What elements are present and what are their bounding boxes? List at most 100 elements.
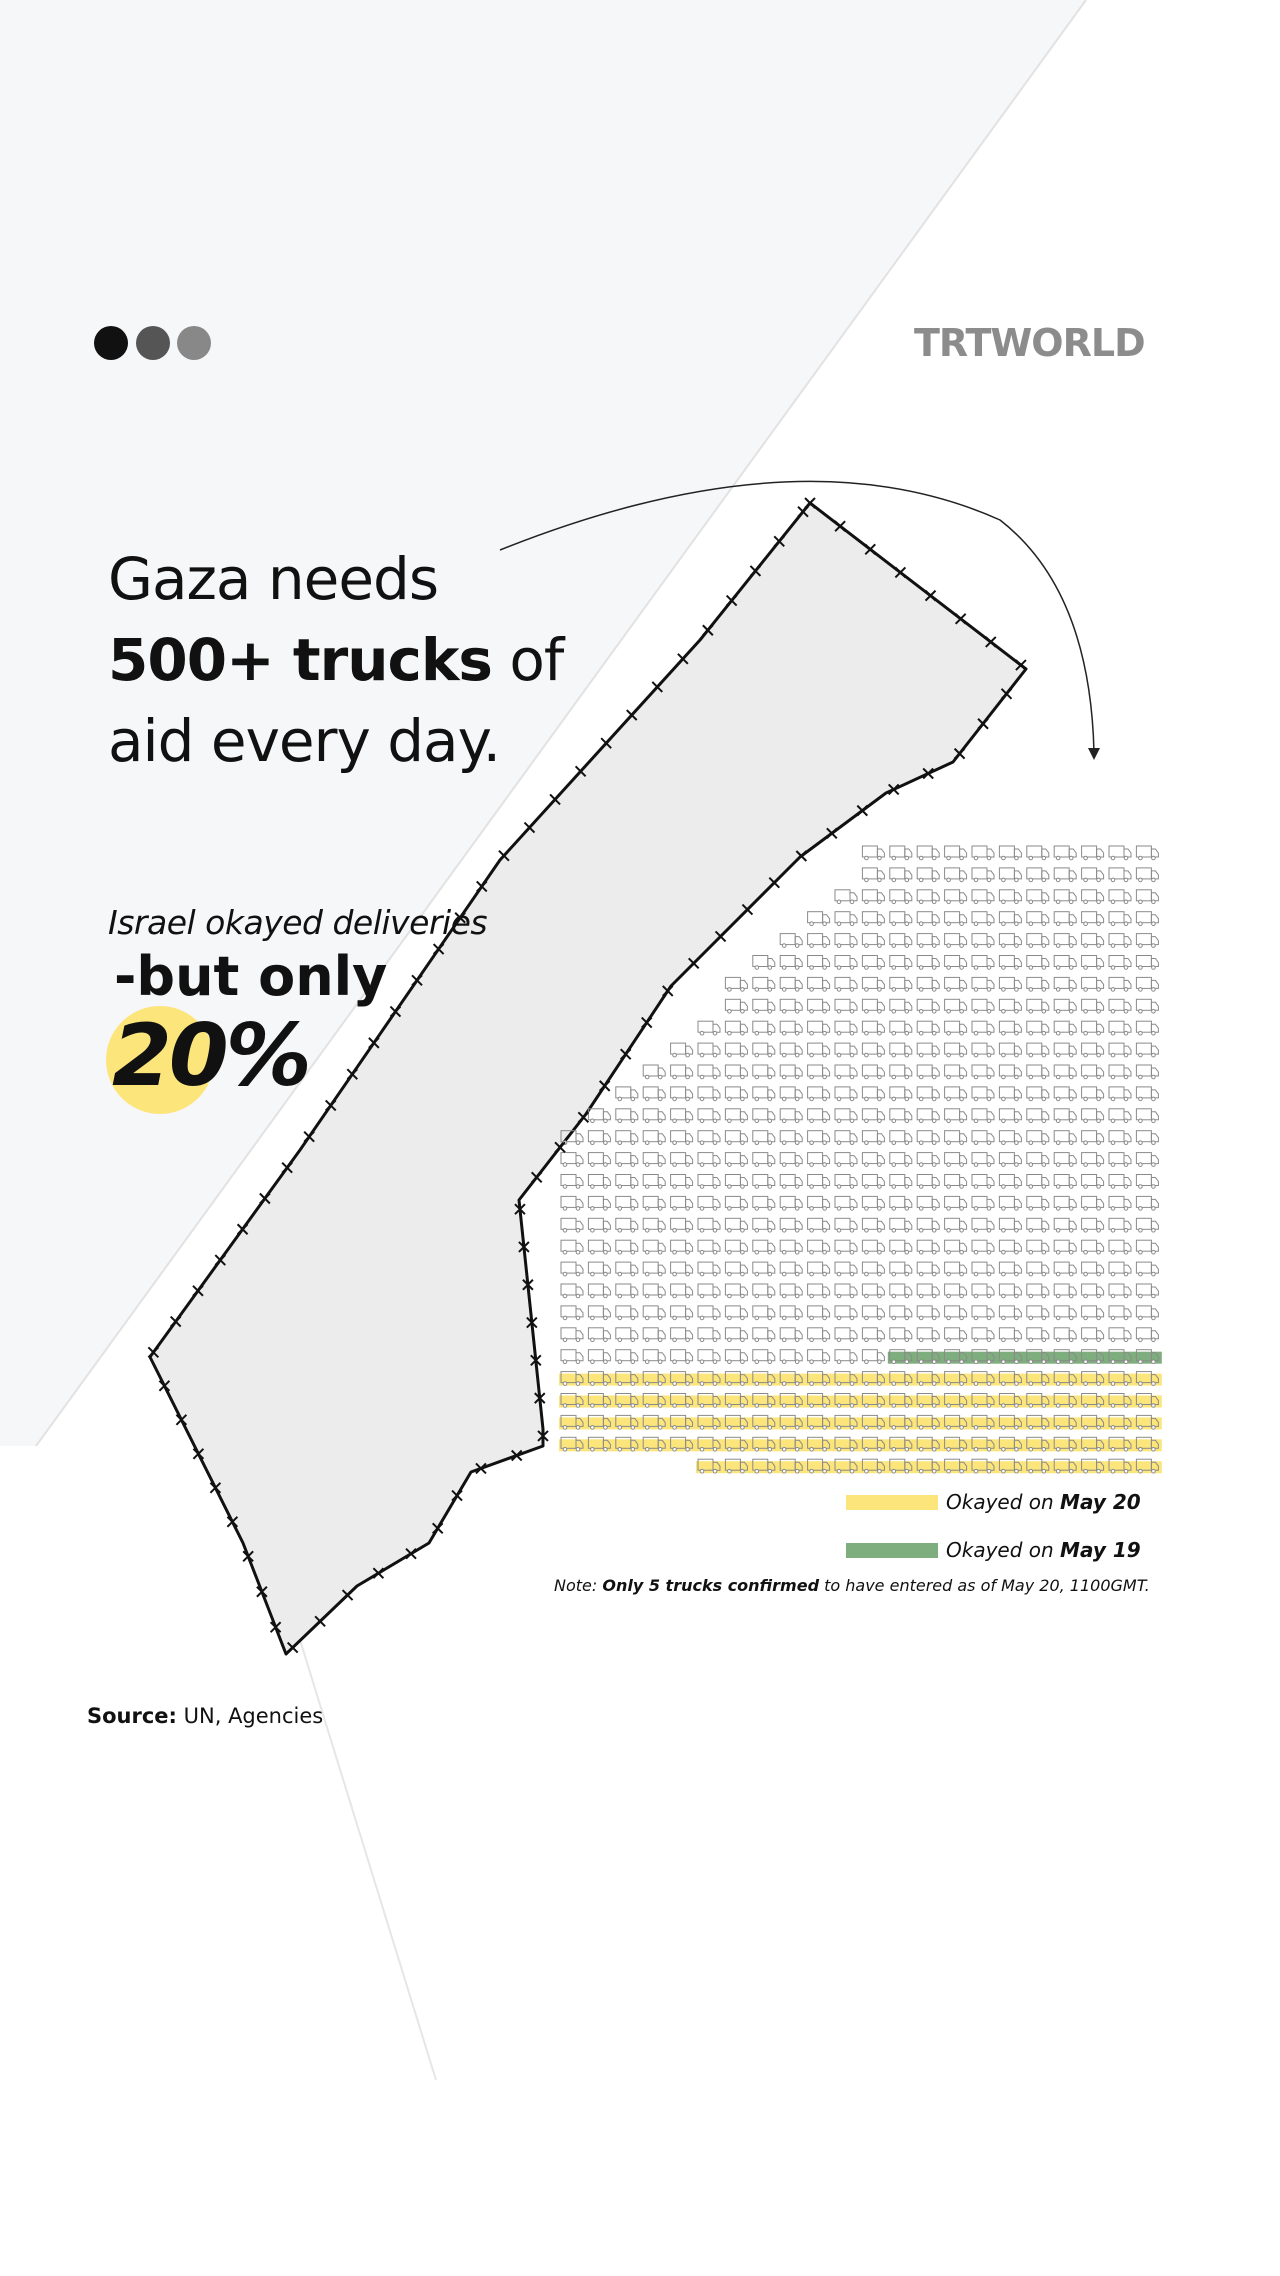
barb <box>826 827 838 840</box>
truck-wheel <box>864 1096 869 1102</box>
truck-body <box>916 1217 933 1230</box>
barb <box>454 912 466 924</box>
truck-wheel <box>891 855 897 861</box>
truck-cab <box>1123 1177 1132 1186</box>
truck-wheel <box>822 1403 827 1408</box>
truck-wheel <box>849 1052 855 1058</box>
truck-body <box>587 1261 604 1274</box>
truck-wheel <box>767 1293 773 1299</box>
truck-wheel <box>1083 855 1088 861</box>
truck-cab <box>712 1439 721 1449</box>
truck-icon <box>615 1174 639 1189</box>
legend-text: Okayed on <box>946 1538 1054 1562</box>
truck-cab <box>1013 848 1022 858</box>
truck-body <box>1026 1174 1043 1186</box>
truck-icon <box>779 1174 803 1189</box>
truck-wheel <box>822 1228 827 1233</box>
truck-wheel <box>740 1293 745 1299</box>
truck-icon <box>1108 955 1132 970</box>
truck-body <box>834 1305 851 1318</box>
truck-cab <box>931 1155 940 1165</box>
truck-body <box>697 1086 714 1099</box>
truck-cab <box>739 1133 748 1143</box>
truck-icon <box>1081 1349 1105 1364</box>
truck-wheel <box>1123 1271 1129 1277</box>
truck-wheel <box>849 1403 855 1408</box>
truck-wheel <box>959 899 964 905</box>
truck-body <box>697 1283 714 1296</box>
headline-text: of <box>509 626 564 694</box>
truck-wheel <box>1041 1184 1047 1189</box>
truck-cab <box>849 1264 858 1274</box>
truck-cab <box>1123 1308 1132 1318</box>
truck-body <box>724 1108 741 1121</box>
truck-icon <box>807 1042 831 1058</box>
truck-wheel <box>959 1425 964 1430</box>
truck-body <box>1081 1305 1098 1318</box>
truck-wheel <box>699 1052 705 1058</box>
truck-cab <box>904 1439 913 1449</box>
barb <box>741 903 754 916</box>
truck-wheel <box>1138 1315 1143 1321</box>
truck-wheel <box>877 1403 882 1408</box>
truck-cab <box>657 1133 666 1143</box>
barb <box>147 1346 160 1359</box>
truck-icon <box>1081 998 1105 1014</box>
truck-body <box>670 1305 687 1318</box>
truck-cab <box>986 914 995 924</box>
truck-icon <box>944 1042 968 1058</box>
truck-wheel <box>781 1315 787 1321</box>
truck-wheel <box>727 1337 732 1343</box>
truck-wheel <box>672 1447 677 1452</box>
truck-wheel <box>973 1447 979 1452</box>
truck-wheel <box>1138 1359 1143 1364</box>
truck-icon <box>615 1130 639 1145</box>
truck-cab <box>1150 848 1159 858</box>
truck-wheel <box>1014 1009 1019 1014</box>
truck-wheel <box>946 1118 951 1124</box>
truck-wheel <box>822 1009 827 1014</box>
truck-cab <box>1123 914 1132 924</box>
truck-wheel <box>836 899 842 905</box>
truck-wheel <box>986 899 992 905</box>
truck-wheel <box>959 1096 964 1102</box>
truck-wheel <box>809 1074 814 1080</box>
truck-icon <box>1026 1261 1050 1277</box>
truck-wheel <box>740 1162 745 1167</box>
truck-cab <box>712 1111 721 1121</box>
truck-wheel <box>1001 1052 1006 1058</box>
truck-wheel <box>1096 1096 1101 1102</box>
truck-body <box>670 1217 687 1230</box>
truck-icon <box>1081 976 1105 992</box>
truck-body <box>998 867 1015 880</box>
truck-wheel <box>904 921 910 927</box>
truck-wheel <box>794 1074 800 1080</box>
truck-cab <box>767 1396 776 1405</box>
truck-icon <box>752 1174 776 1189</box>
truck-wheel <box>727 1381 732 1386</box>
truck-icon <box>1026 1393 1050 1408</box>
truck-cab <box>904 1045 913 1055</box>
truck-icon <box>752 1217 776 1233</box>
truck-body <box>1108 1283 1125 1296</box>
truck-cab <box>822 1308 831 1318</box>
truck-icon <box>1053 955 1077 970</box>
truck-cab <box>739 1198 748 1208</box>
truck-cab <box>739 1417 748 1427</box>
truck-body <box>642 1327 659 1340</box>
truck-wheel <box>1014 855 1019 861</box>
truck-cab <box>712 1089 721 1099</box>
truck-cab <box>712 1023 721 1033</box>
truck-wheel <box>822 1096 827 1102</box>
truck-body <box>752 1020 769 1033</box>
truck-cab <box>931 1242 940 1252</box>
truck-icon <box>1081 1108 1105 1124</box>
truck-cab <box>849 1439 858 1449</box>
truck-wheel <box>781 1249 787 1255</box>
truck-icon <box>889 1436 913 1452</box>
truck-wheel <box>603 1315 608 1321</box>
truck-cab <box>1068 1308 1077 1318</box>
truck-cab <box>794 1461 803 1471</box>
truck-wheel <box>575 1206 581 1211</box>
truck-icon <box>670 1393 694 1408</box>
